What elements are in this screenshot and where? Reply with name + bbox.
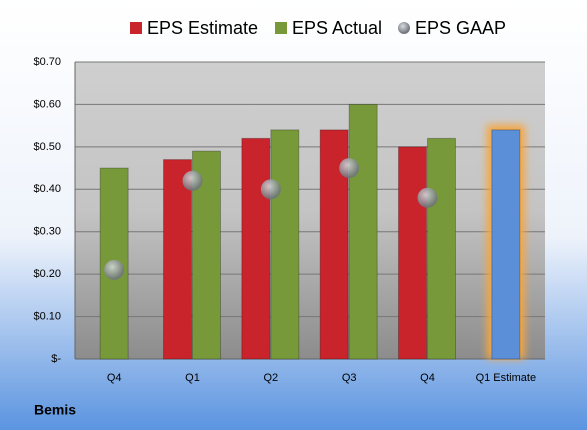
- legend-label: EPS GAAP: [415, 18, 506, 38]
- gaap-marker: [104, 259, 125, 280]
- x-tick-label: Q1 Estimate: [476, 372, 537, 384]
- footer: Bemis: [34, 402, 76, 418]
- x-tick-label: Q4: [107, 372, 122, 384]
- bar: [163, 159, 192, 360]
- legend-swatch: [398, 22, 410, 34]
- legend-swatch: [130, 22, 142, 34]
- x-tick-label: Q3: [342, 372, 357, 384]
- gaap-marker: [182, 170, 203, 191]
- bar: [427, 137, 456, 360]
- x-tick-label: Q1: [185, 372, 200, 384]
- y-tick-label: $0.70: [33, 56, 61, 68]
- y-tick-label: $0.30: [33, 226, 61, 238]
- y-tick-label: $0.40: [33, 183, 61, 195]
- gaap-marker: [417, 187, 438, 208]
- y-tick-label: $0.20: [33, 268, 61, 280]
- legend-swatch: [275, 22, 287, 34]
- legend-label: EPS Actual: [292, 18, 382, 38]
- bar: [491, 129, 521, 360]
- legend-label: EPS Estimate: [147, 18, 258, 38]
- y-tick-label: $0.10: [33, 310, 61, 322]
- bar: [241, 137, 271, 360]
- y-tick-label: $0.50: [33, 141, 61, 153]
- gaap-marker: [339, 158, 360, 179]
- bar: [348, 103, 378, 360]
- y-tick-label: $0.60: [33, 98, 61, 110]
- y-tick-label: $-: [51, 353, 61, 365]
- x-tick-label: Q2: [263, 372, 278, 384]
- plot-area: [75, 62, 545, 359]
- bar: [270, 129, 300, 360]
- gaap-marker: [260, 179, 281, 200]
- x-tick-label: Q4: [420, 372, 435, 384]
- bar: [398, 146, 427, 360]
